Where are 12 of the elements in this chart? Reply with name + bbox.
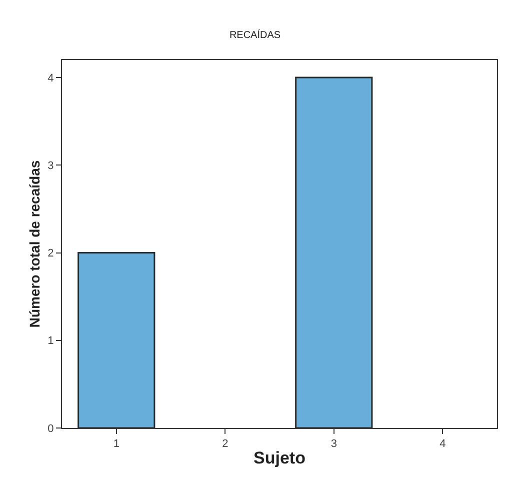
y-tick-label: 4: [48, 72, 54, 84]
y-axis-title: Número total de recaídas: [26, 160, 42, 328]
x-axis-title: Sujeto: [254, 448, 306, 468]
y-tick-label: 1: [48, 335, 54, 348]
y-tick-label: 0: [48, 422, 54, 435]
x-tick-label: 2: [222, 438, 228, 450]
x-tick-label: 1: [113, 438, 120, 450]
x-tick-label: 3: [330, 438, 337, 450]
y-tick-label: 2: [48, 248, 54, 260]
chart-title: RECAÍDAS: [229, 29, 281, 42]
y-tick-label: 3: [48, 160, 54, 172]
x-tick-label: 4: [440, 438, 446, 450]
